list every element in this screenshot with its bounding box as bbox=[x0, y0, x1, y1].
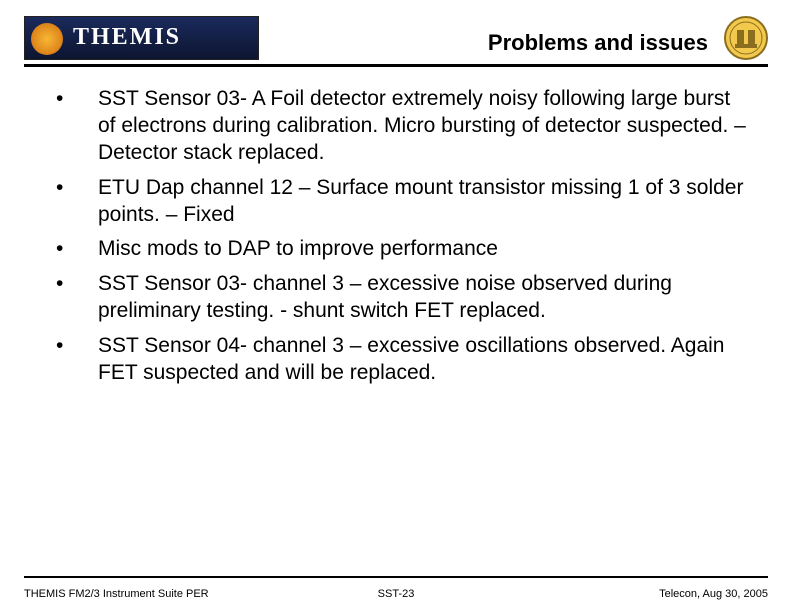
slide-body: SST Sensor 03- A Foil detector extremely… bbox=[46, 86, 752, 395]
list-item: Misc mods to DAP to improve performance bbox=[46, 236, 752, 263]
list-item: SST Sensor 04- channel 3 – excessive osc… bbox=[46, 333, 752, 387]
logo-text: THEMIS bbox=[73, 24, 181, 51]
list-item: SST Sensor 03- A Foil detector extremely… bbox=[46, 86, 752, 167]
header-divider bbox=[24, 64, 768, 67]
sun-icon bbox=[31, 23, 63, 55]
slide-header: THEMIS Problems and issues bbox=[24, 16, 768, 66]
bullet-list: SST Sensor 03- A Foil detector extremely… bbox=[46, 86, 752, 387]
page-number: 23 bbox=[402, 588, 414, 600]
footer-center-prefix: SST- bbox=[378, 588, 402, 600]
slide-title: Problems and issues bbox=[488, 30, 708, 56]
list-item: SST Sensor 03- channel 3 – excessive noi… bbox=[46, 271, 752, 325]
footer-center: SST-23 bbox=[378, 588, 415, 600]
footer-divider bbox=[24, 576, 768, 578]
list-item: ETU Dap channel 12 – Surface mount trans… bbox=[46, 175, 752, 229]
footer-left: THEMIS FM2/3 Instrument Suite PER bbox=[24, 588, 209, 600]
footer-right: Telecon, Aug 30, 2005 bbox=[659, 588, 768, 600]
slide-footer: THEMIS FM2/3 Instrument Suite PER SST-23… bbox=[24, 584, 768, 600]
themis-logo: THEMIS bbox=[24, 16, 259, 60]
mission-badge-icon bbox=[724, 16, 768, 60]
slide: THEMIS Problems and issues SST Sensor 03… bbox=[0, 0, 792, 612]
